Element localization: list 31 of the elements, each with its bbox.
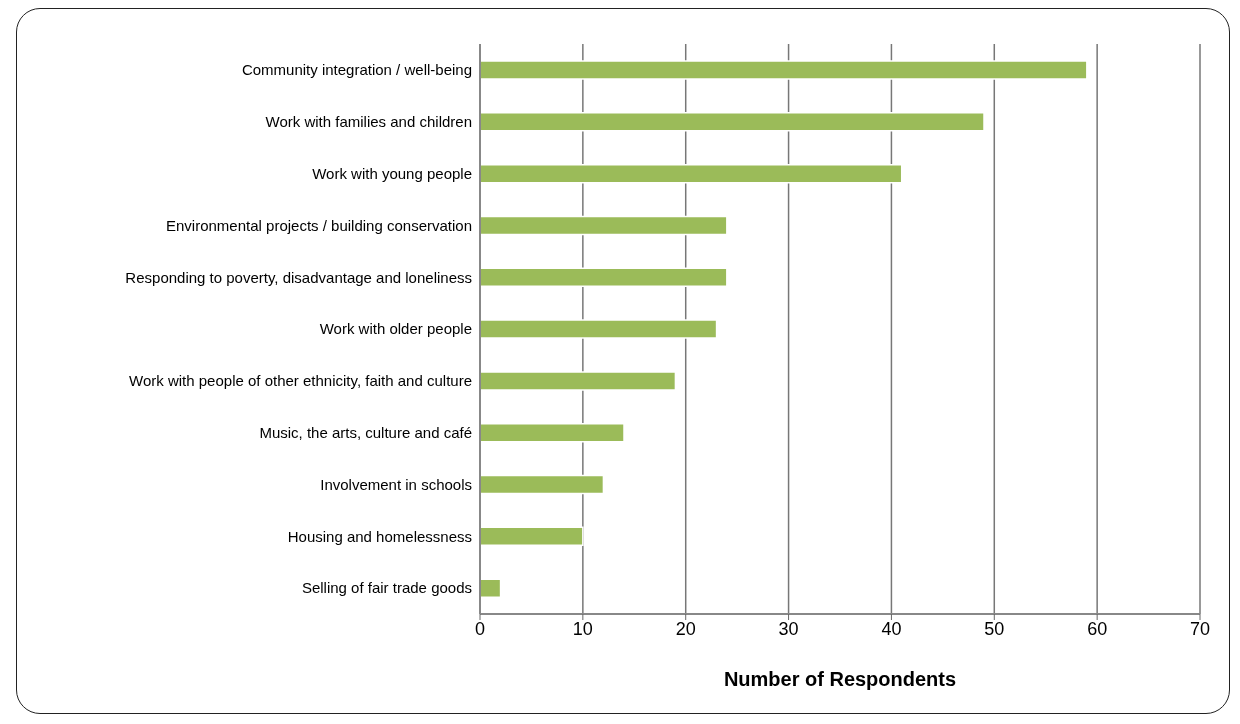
y-tick-label: Work with young people [312, 164, 472, 182]
bar [480, 474, 605, 495]
x-tick-label: 50 [984, 618, 1005, 639]
x-tick-label: 40 [881, 618, 902, 639]
y-tick-label: Environmental projects / building conservation [166, 216, 472, 234]
y-tick-label: Work with older people [319, 320, 472, 338]
y-tick-label: Selling of fair trade goods [301, 579, 472, 597]
x-tick-label: 30 [778, 618, 799, 639]
bar [480, 163, 903, 184]
y-tick-label: Involvement in schools [320, 475, 472, 493]
x-tick-label: 0 [474, 618, 486, 639]
bar [480, 215, 728, 236]
x-tick-label: 70 [1189, 618, 1211, 639]
bar [480, 578, 502, 598]
bar [480, 319, 718, 339]
bar [480, 112, 985, 132]
y-tick-label: Housing and homelessness [287, 527, 472, 545]
bar [480, 267, 728, 288]
y-tick-label: Work with people of other ethnicity, faith and culture [129, 372, 472, 390]
x-tick-label: 10 [572, 618, 593, 639]
bar [480, 526, 584, 547]
x-tick-label: 20 [675, 618, 696, 639]
x-axis-title: Number of Respondents [723, 668, 957, 690]
bar [480, 60, 1088, 80]
y-tick-label: Music, the arts, culture and café [259, 423, 472, 441]
y-tick-label: Community integration / well-being [241, 61, 472, 79]
y-tick-label: Work with families and children [265, 113, 472, 131]
bar [480, 371, 677, 391]
bar [480, 422, 625, 443]
y-tick-label: Responding to poverty, disadvantage and loneliness [125, 268, 472, 286]
x-tick-label: 60 [1087, 618, 1108, 639]
